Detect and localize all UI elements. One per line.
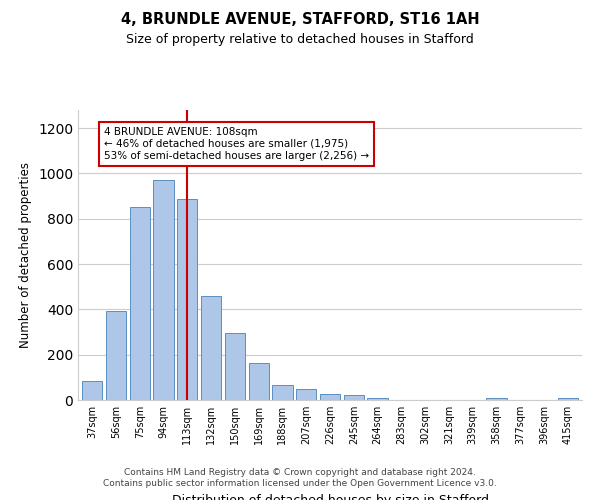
Bar	[320, 394, 340, 400]
Bar	[272, 386, 293, 400]
Bar	[487, 398, 506, 400]
Bar	[201, 296, 221, 400]
Bar	[296, 389, 316, 400]
X-axis label: Distribution of detached houses by size in Stafford: Distribution of detached houses by size …	[172, 494, 488, 500]
Bar	[177, 200, 197, 400]
Bar	[130, 208, 150, 400]
Text: 4, BRUNDLE AVENUE, STAFFORD, ST16 1AH: 4, BRUNDLE AVENUE, STAFFORD, ST16 1AH	[121, 12, 479, 28]
Bar	[82, 380, 103, 400]
Y-axis label: Number of detached properties: Number of detached properties	[19, 162, 32, 348]
Bar	[248, 362, 269, 400]
Bar	[106, 310, 126, 400]
Bar	[367, 398, 388, 400]
Text: Contains HM Land Registry data © Crown copyright and database right 2024.
Contai: Contains HM Land Registry data © Crown c…	[103, 468, 497, 487]
Bar	[344, 396, 364, 400]
Bar	[225, 333, 245, 400]
Bar	[154, 180, 173, 400]
Text: 4 BRUNDLE AVENUE: 108sqm
← 46% of detached houses are smaller (1,975)
53% of sem: 4 BRUNDLE AVENUE: 108sqm ← 46% of detach…	[104, 128, 369, 160]
Bar	[557, 398, 578, 400]
Text: Size of property relative to detached houses in Stafford: Size of property relative to detached ho…	[126, 32, 474, 46]
